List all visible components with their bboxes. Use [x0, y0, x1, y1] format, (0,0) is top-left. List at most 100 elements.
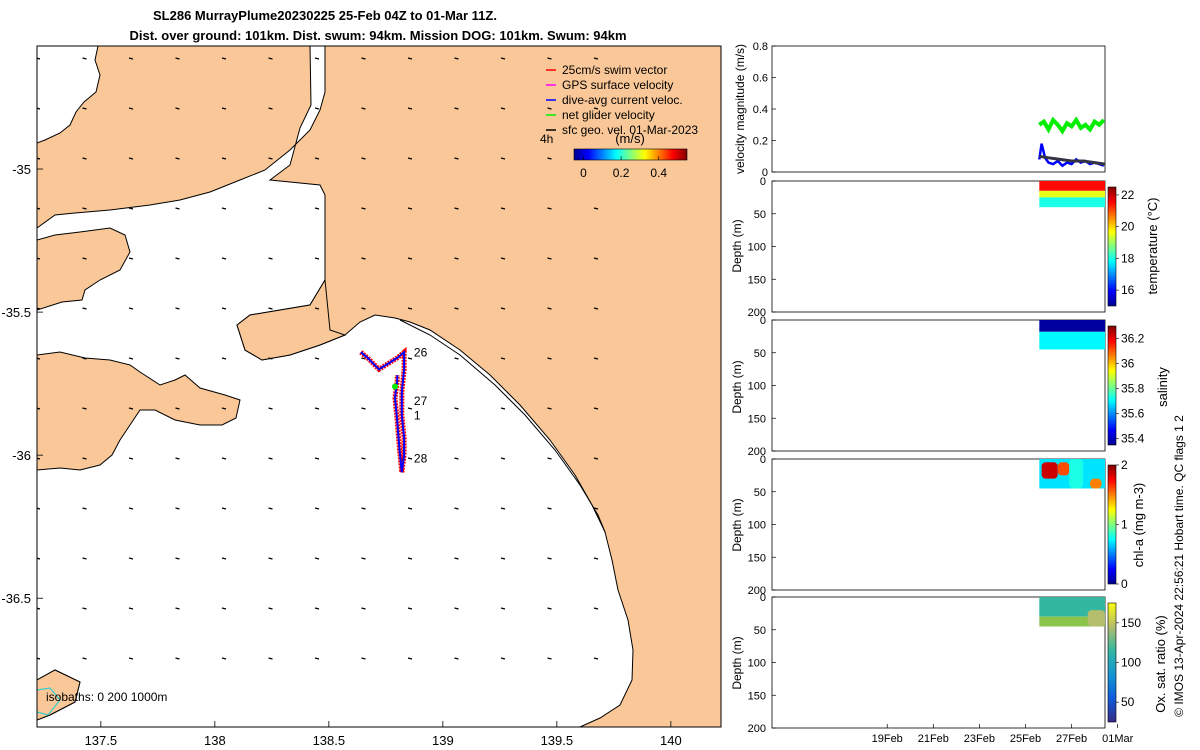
velocity-arrow	[37, 357, 41, 360]
velocity-arrow	[361, 657, 366, 660]
section-ytick-label: 50	[754, 487, 766, 499]
section-ytick-label: 100	[748, 658, 766, 670]
velocity-arrow	[221, 157, 227, 160]
velocity-arrow	[593, 257, 599, 260]
map-coorong	[399, 319, 606, 533]
section-ytick-label: 0	[760, 176, 766, 188]
velocity-arrow	[128, 357, 134, 360]
colorbar-tick-label: 50	[1121, 695, 1135, 709]
velocity-arrow	[407, 307, 413, 310]
velocity-arrow	[407, 157, 413, 160]
velocity-arrow	[175, 557, 180, 560]
section-ytick-label: 50	[754, 209, 766, 221]
velocity-arrow	[37, 57, 41, 60]
colorbar-tick-label: 18	[1121, 251, 1135, 265]
velocity-arrow	[407, 507, 413, 510]
day-labels: 26 271 28	[414, 345, 428, 465]
velocity-arrow	[175, 157, 180, 160]
section-ytick-label: 100	[748, 381, 766, 393]
velocity-arrow	[407, 357, 413, 360]
velocity-arrow	[593, 657, 599, 660]
map-colorbar	[573, 148, 688, 161]
oxygen-ylabel: Depth (m)	[730, 636, 744, 689]
velocity-arrow	[221, 607, 227, 610]
velocity-ytick-label: 0	[762, 167, 768, 179]
velocity-arrow	[82, 507, 87, 510]
velocity-arrow	[268, 657, 273, 660]
velocity-arrow	[314, 507, 320, 510]
velocity-arrow	[268, 357, 273, 360]
velocity-arrow	[221, 107, 227, 110]
velocity-arrow	[268, 207, 273, 210]
map-ytick-label: -35.5	[1, 305, 31, 320]
velocity-arrow	[82, 657, 87, 660]
velocity-arrow	[407, 257, 413, 260]
colorbar-tick-label: 0	[1121, 577, 1128, 591]
track-net-velocity	[391, 383, 398, 390]
map-panel: 26 271 28 137.5 138 138.5 139 139.5 140 -35 -35.5…	[1, 45, 722, 748]
velocity-series	[1038, 116, 1106, 168]
velocity-arrow	[547, 657, 552, 660]
velocity-arrow	[547, 107, 552, 110]
legend-net-velocity: net glider velocity	[546, 108, 655, 122]
legend-label: 25cm/s swim vector	[562, 63, 667, 77]
velocity-arrow	[221, 207, 227, 210]
colorbar-tick-label: 35.6	[1121, 407, 1145, 421]
velocity-arrow	[175, 57, 180, 60]
velocity-arrow	[128, 407, 134, 410]
isobaths-label: isobaths: 0 200 1000m	[46, 690, 167, 704]
velocity-arrow	[175, 657, 180, 660]
velocity-panel: 0 0.2 0.4 0.6 0.8 velocity magnitude (m/s)	[733, 41, 1106, 179]
velocity-arrow	[500, 657, 506, 660]
map-ytick-label: -36.5	[1, 591, 31, 606]
colorbar-tick-label: 1	[1121, 518, 1128, 532]
velocity-arrow	[361, 407, 366, 410]
section-colorbar	[1107, 602, 1117, 723]
section-layer	[1039, 616, 1105, 627]
velocity-ytick-label: 0.8	[753, 41, 768, 53]
map-xtick-label: 139	[432, 733, 454, 748]
colorbar-tick-label: 35.8	[1121, 382, 1145, 396]
velocity-arrow	[314, 457, 320, 460]
velocity-arrow	[500, 457, 506, 460]
colorbar-tick-label: 35.4	[1121, 432, 1145, 446]
velocity-arrow	[407, 557, 413, 560]
velocity-arrow	[407, 457, 413, 460]
velocity-arrow	[407, 207, 413, 210]
velocity-arrow	[175, 507, 180, 510]
velocity-arrow	[314, 357, 320, 360]
velocity-arrow	[82, 607, 87, 610]
velocity-arrow	[221, 257, 227, 260]
map-xtick-label: 138.5	[313, 733, 346, 748]
velocity-arrow	[314, 407, 320, 410]
velocity-arrow	[128, 307, 134, 310]
velocity-arrow	[547, 607, 552, 610]
velocity-arrow	[314, 107, 320, 110]
velocity-arrow	[128, 657, 134, 660]
section-layer	[1039, 190, 1105, 198]
velocity-arrow	[454, 657, 459, 660]
date-tick-label: 25Feb	[1010, 733, 1041, 745]
velocity-ylabel: velocity magnitude (m/s)	[733, 44, 747, 174]
colorbar-tick-label: 100	[1121, 656, 1141, 670]
velocity-arrow	[175, 107, 180, 110]
time-axis: 19Feb 21Feb 23Feb 25Feb 27Feb 01Mar	[872, 724, 1134, 745]
map-frame	[36, 45, 722, 728]
section-ytick-label: 150	[748, 413, 766, 425]
velocity-arrow	[128, 507, 134, 510]
colorbar-tick-label: 22	[1121, 188, 1135, 202]
map-xtick-label: 138	[204, 733, 226, 748]
velocity-arrow	[268, 507, 273, 510]
velocity-arrow	[175, 607, 180, 610]
section-ytick-label: 100	[748, 520, 766, 532]
colorbar-tick-label: 0	[580, 166, 587, 180]
velocity-arrow	[37, 107, 41, 110]
velocity-arrow	[268, 407, 273, 410]
map-land-gulf-st-vincent	[37, 227, 131, 311]
velocity-arrow	[221, 657, 227, 660]
day-label: 28	[414, 451, 428, 465]
colorbar-tick-label: 36.2	[1121, 332, 1145, 346]
velocity-arrow	[407, 657, 413, 660]
title-line-2: Dist. over ground: 101km. Dist. swum: 94…	[129, 28, 626, 43]
section-patch	[1087, 610, 1105, 627]
